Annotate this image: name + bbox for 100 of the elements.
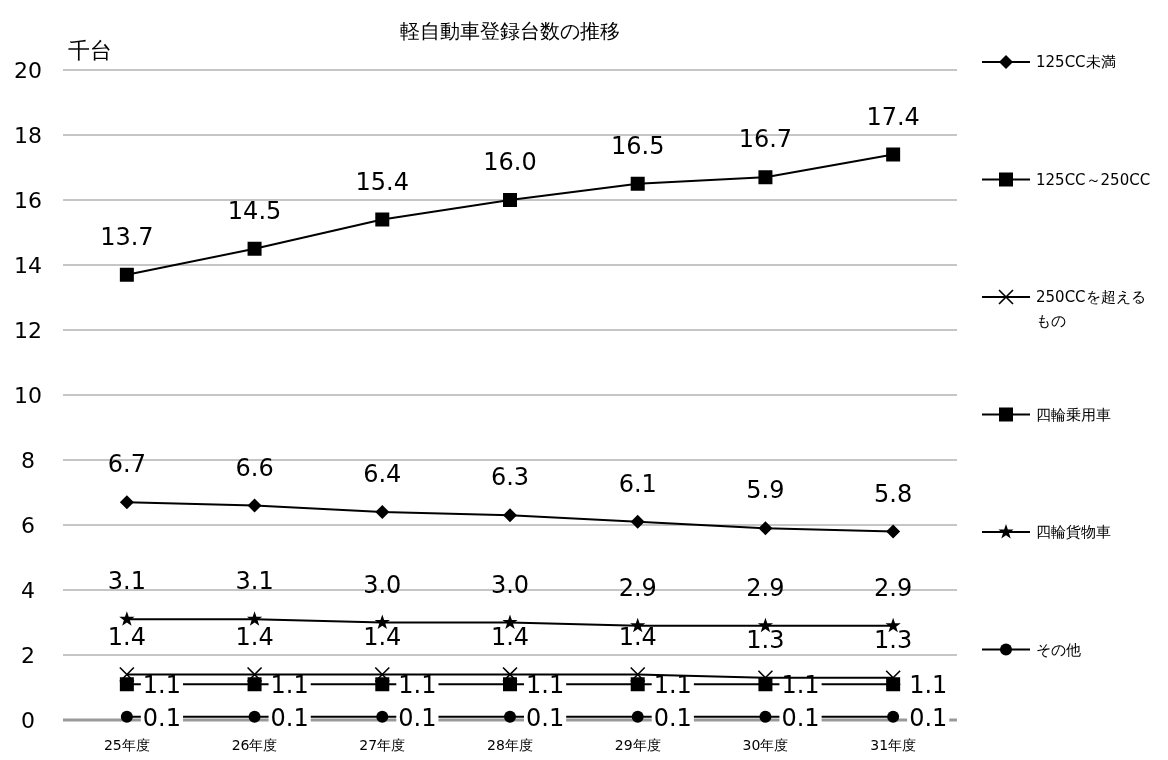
legend-label: 125CC～250CC: [1036, 170, 1151, 189]
data-label: 1.1: [270, 671, 309, 700]
y-tick-label: 4: [21, 578, 35, 603]
x-tick-label: 31年度: [870, 737, 917, 753]
data-label: 0.1: [781, 703, 820, 732]
point: [119, 267, 134, 282]
point: [376, 710, 389, 723]
data-label: 1.1: [909, 671, 948, 700]
data-label: 1.4: [490, 622, 530, 651]
data-label: 16.7: [738, 125, 793, 154]
point: [630, 514, 645, 529]
point: [120, 710, 133, 723]
data-label: 0.1: [398, 703, 437, 732]
legend-label: 四輪貨物車: [1036, 523, 1111, 541]
point: [503, 508, 517, 523]
data-label: 1.4: [235, 622, 274, 651]
data-label: 0.1: [909, 703, 948, 732]
x-tick-label: 30年度: [742, 737, 789, 753]
y-tick-label: 18: [14, 123, 42, 148]
point: [503, 677, 517, 692]
x-tick-label: 29年度: [614, 737, 661, 753]
point: [374, 666, 391, 683]
point: [502, 666, 518, 683]
data-label: 16.0: [483, 148, 537, 176]
point: [503, 193, 517, 207]
data-label: 16.5: [611, 131, 665, 160]
point: [886, 147, 901, 162]
data-label: 0.1: [526, 703, 565, 732]
y-tick-label: 10: [14, 383, 42, 408]
data-label: 6.6: [235, 453, 274, 482]
data-label: 6.3: [490, 463, 530, 492]
point: [631, 710, 644, 723]
data-label: 0.1: [270, 703, 309, 732]
data-label: 1.1: [398, 671, 437, 700]
data-label: 14.5: [227, 196, 282, 225]
data-label: 15.4: [355, 167, 409, 196]
point: [887, 710, 900, 723]
y-tick-label: 14: [14, 253, 42, 278]
data-label: 1.3: [746, 625, 785, 654]
data-label: 1.3: [874, 625, 913, 654]
point: [886, 524, 901, 539]
data-label: 2.9: [746, 573, 785, 602]
point: [119, 495, 134, 510]
legend-label: 250CCを超えるもの: [1036, 288, 1146, 330]
y-tick-label: 16: [14, 188, 42, 213]
data-label: 2.9: [618, 573, 657, 602]
x-tick-label: 27年度: [359, 737, 406, 753]
legend-label: その他: [1036, 640, 1081, 659]
point: [246, 611, 263, 626]
data-label: 6.4: [363, 460, 402, 488]
data-label: 0.1: [653, 703, 692, 732]
data-label: 1.4: [618, 622, 657, 651]
point: [247, 498, 262, 513]
data-label: 3.1: [235, 567, 274, 596]
legend-label: 125CC未満: [1036, 53, 1116, 71]
data-label: 1.4: [107, 622, 146, 651]
y-axis-title: 千台: [68, 38, 112, 63]
point: [248, 710, 261, 723]
data-label: 3.0: [363, 570, 402, 599]
data-label: 5.8: [874, 479, 913, 508]
y-tick-label: 2: [21, 643, 35, 668]
data-label: 6.7: [107, 450, 146, 479]
x-tick-label: 25年度: [103, 737, 150, 753]
point: [885, 669, 901, 686]
data-label: 2.9: [874, 573, 913, 602]
data-label: 6.1: [618, 469, 657, 498]
point: [630, 677, 645, 692]
point: [246, 666, 263, 683]
point: [375, 505, 390, 519]
data-label: 3.0: [490, 570, 530, 599]
data-label: 1.1: [142, 671, 182, 700]
data-label: 1.4: [363, 622, 402, 651]
point: [758, 170, 773, 185]
point: [247, 241, 262, 256]
x-tick-label: 28年度: [487, 737, 533, 753]
point: [629, 666, 646, 683]
point: [758, 521, 773, 536]
data-label: 0.1: [142, 703, 182, 732]
y-tick-label: 6: [21, 513, 35, 538]
point: [375, 677, 390, 692]
point: [119, 666, 135, 683]
y-tick-label: 0: [21, 708, 35, 733]
data-label: 13.7: [100, 222, 154, 251]
data-label: 1.1: [526, 671, 565, 700]
chart-title: 軽自動車登録台数の推移: [400, 19, 620, 43]
y-tick-label: 12: [14, 318, 42, 343]
point: [375, 212, 390, 227]
point: [759, 710, 772, 723]
data-label: 3.1: [107, 567, 146, 596]
legend-label: 四輪乗用車: [1036, 405, 1111, 424]
point: [119, 677, 134, 692]
point: [757, 669, 774, 686]
data-label: 5.9: [746, 476, 785, 505]
y-tick-label: 8: [21, 448, 35, 473]
data-label: 17.4: [866, 102, 920, 131]
point: [504, 710, 516, 723]
point: [630, 176, 645, 191]
point: [119, 611, 135, 626]
x-tick-label: 26年度: [231, 737, 278, 753]
y-tick-label: 20: [14, 58, 42, 83]
